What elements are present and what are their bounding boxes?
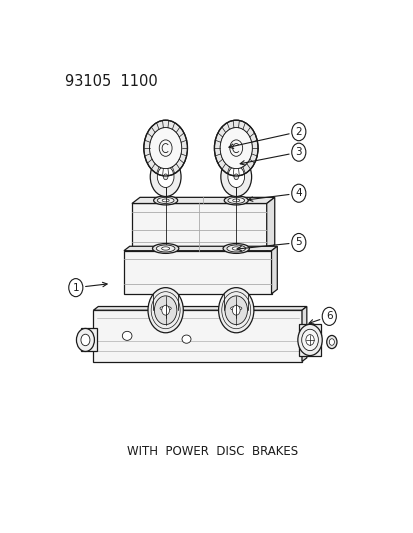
Circle shape bbox=[76, 328, 94, 351]
Ellipse shape bbox=[230, 306, 241, 310]
Circle shape bbox=[69, 279, 83, 297]
Circle shape bbox=[220, 127, 252, 168]
Ellipse shape bbox=[224, 196, 248, 205]
Circle shape bbox=[218, 288, 253, 333]
Circle shape bbox=[154, 296, 176, 325]
Circle shape bbox=[321, 308, 335, 325]
Circle shape bbox=[220, 157, 251, 197]
Circle shape bbox=[148, 288, 183, 333]
Ellipse shape bbox=[214, 120, 257, 176]
Ellipse shape bbox=[157, 197, 173, 204]
Text: 3: 3 bbox=[295, 147, 301, 157]
Circle shape bbox=[232, 305, 240, 315]
Polygon shape bbox=[93, 310, 301, 361]
Circle shape bbox=[305, 335, 313, 345]
Circle shape bbox=[161, 305, 169, 315]
Text: 4: 4 bbox=[295, 188, 301, 198]
Polygon shape bbox=[223, 294, 248, 308]
Ellipse shape bbox=[232, 247, 240, 250]
Ellipse shape bbox=[154, 304, 176, 312]
Polygon shape bbox=[298, 324, 320, 357]
Circle shape bbox=[225, 296, 247, 325]
Circle shape bbox=[233, 174, 238, 180]
Circle shape bbox=[291, 233, 305, 252]
Ellipse shape bbox=[232, 199, 239, 202]
Circle shape bbox=[291, 143, 305, 161]
Ellipse shape bbox=[161, 247, 169, 250]
Ellipse shape bbox=[152, 244, 178, 253]
Polygon shape bbox=[153, 294, 178, 308]
Circle shape bbox=[227, 166, 244, 188]
Polygon shape bbox=[132, 204, 266, 251]
Circle shape bbox=[214, 120, 257, 176]
Circle shape bbox=[328, 339, 334, 345]
Ellipse shape bbox=[182, 335, 190, 343]
Circle shape bbox=[157, 166, 173, 188]
Circle shape bbox=[163, 174, 168, 180]
Text: 6: 6 bbox=[325, 311, 332, 321]
Ellipse shape bbox=[150, 303, 180, 314]
Polygon shape bbox=[81, 328, 96, 351]
Circle shape bbox=[297, 325, 321, 356]
Ellipse shape bbox=[225, 304, 247, 312]
Circle shape bbox=[149, 127, 181, 168]
Polygon shape bbox=[271, 246, 277, 294]
Text: 93105  1100: 93105 1100 bbox=[64, 74, 157, 89]
Text: 5: 5 bbox=[295, 238, 301, 247]
Circle shape bbox=[149, 127, 181, 168]
Circle shape bbox=[220, 127, 252, 168]
Circle shape bbox=[301, 329, 318, 351]
Text: 2: 2 bbox=[295, 127, 301, 136]
Circle shape bbox=[326, 335, 336, 349]
Polygon shape bbox=[301, 306, 306, 361]
Ellipse shape bbox=[227, 197, 244, 204]
Ellipse shape bbox=[162, 199, 169, 202]
Circle shape bbox=[81, 334, 90, 346]
Ellipse shape bbox=[143, 120, 187, 176]
Ellipse shape bbox=[226, 245, 245, 252]
Polygon shape bbox=[123, 251, 271, 294]
Circle shape bbox=[150, 157, 180, 197]
Ellipse shape bbox=[221, 303, 250, 314]
Ellipse shape bbox=[156, 245, 175, 252]
Polygon shape bbox=[132, 197, 274, 204]
Circle shape bbox=[291, 184, 305, 202]
Circle shape bbox=[291, 123, 305, 141]
Ellipse shape bbox=[223, 244, 249, 253]
Ellipse shape bbox=[160, 306, 171, 310]
Ellipse shape bbox=[122, 332, 132, 341]
Text: 1: 1 bbox=[72, 282, 79, 293]
Polygon shape bbox=[93, 306, 306, 310]
Polygon shape bbox=[266, 197, 274, 251]
Polygon shape bbox=[123, 246, 277, 251]
Ellipse shape bbox=[153, 196, 177, 205]
Circle shape bbox=[143, 120, 187, 176]
Text: WITH  POWER  DISC  BRAKES: WITH POWER DISC BRAKES bbox=[126, 445, 297, 458]
